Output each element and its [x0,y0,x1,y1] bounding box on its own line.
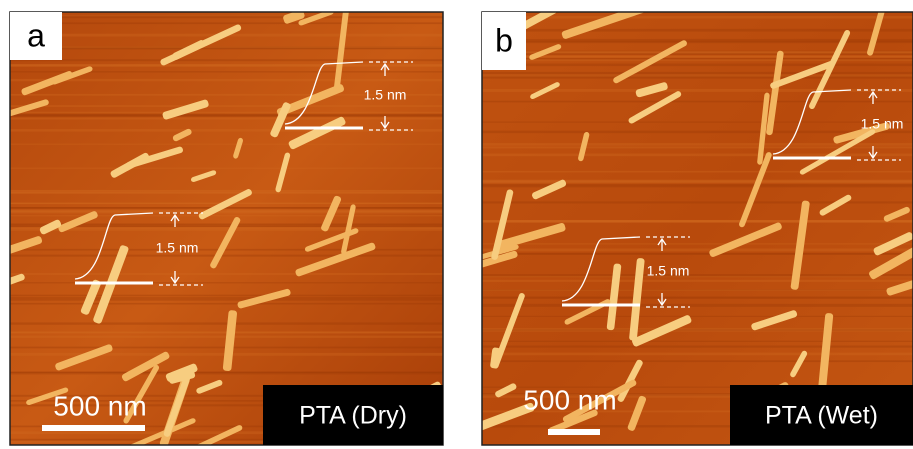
caption: PTA (Wet) [765,402,878,430]
scan-line [482,201,913,203]
height-label: 1.5 nm [647,263,690,279]
scan-line [482,122,913,123]
scan-line [10,372,443,375]
scan-line [482,346,913,348]
scan-line [482,353,913,356]
scan-line [10,48,443,49]
scan-line [10,298,443,301]
panel-label: a [27,17,45,53]
afm-image [470,0,913,448]
scan-line [10,215,443,216]
height-label: 1.5 nm [156,240,199,256]
scan-line [482,64,913,67]
height-label: 1.5 nm [861,116,904,132]
scan-line [10,192,443,194]
scan-line [10,207,443,209]
scan-line [10,16,443,19]
scan-line [10,118,443,120]
scan-line [482,316,913,317]
scan-line [482,184,913,186]
figure: a PTA (Dry) 500 nm 1.5 nm 1.5 nm b PTA (Wet) 50… [0,0,913,449]
scan-line [482,101,913,103]
scan-line [482,180,913,183]
caption: PTA (Dry) [299,402,407,430]
scan-line [482,220,913,223]
scan-line [10,322,443,324]
scan-line [482,253,913,254]
scan-line [10,249,443,251]
height-label: 1.5 nm [364,87,407,103]
scan-line [10,255,443,257]
scan-line [10,228,443,231]
scan-line [482,289,913,291]
scan-line [482,72,913,74]
scale-bar-label: 500 nm [523,384,616,415]
scan-line [10,297,443,298]
scan-line [10,59,443,61]
panel: a PTA (Dry) 500 nm 1.5 nm 1.5 nm [0,4,443,449]
scan-line [10,295,443,296]
scan-line [10,64,443,67]
scan-line [482,39,913,41]
scan-line [10,273,443,275]
scan-line [482,341,913,342]
scan-line [10,105,443,107]
panel: b PTA (Wet) 500 nm 1.5 nm 1.5 nm [470,0,913,448]
scan-line [482,304,913,307]
scan-line [482,249,913,252]
panel-label: b [495,22,513,58]
scan-line [482,329,913,331]
scan-line [482,56,913,57]
scan-line [10,168,443,169]
scan-line [482,243,913,244]
scan-line [482,154,913,157]
scan-line [10,79,443,81]
scan-line [10,282,443,283]
afm-image [0,4,443,449]
scan-line [10,303,443,305]
scan-line [10,22,443,24]
scan-line [482,41,913,43]
scan-line [482,280,913,282]
scan-line [482,360,913,362]
scan-line [482,276,913,277]
scale-bar-label: 500 nm [53,390,146,421]
scan-line [482,297,913,299]
scan-line [10,210,443,213]
scan-line [10,144,443,145]
scan-line [482,76,913,78]
scan-line [10,114,443,116]
scan-line [482,131,913,133]
scan-line [482,74,913,76]
scan-line [482,171,913,173]
scan-line [10,112,443,114]
scan-line [482,59,913,61]
